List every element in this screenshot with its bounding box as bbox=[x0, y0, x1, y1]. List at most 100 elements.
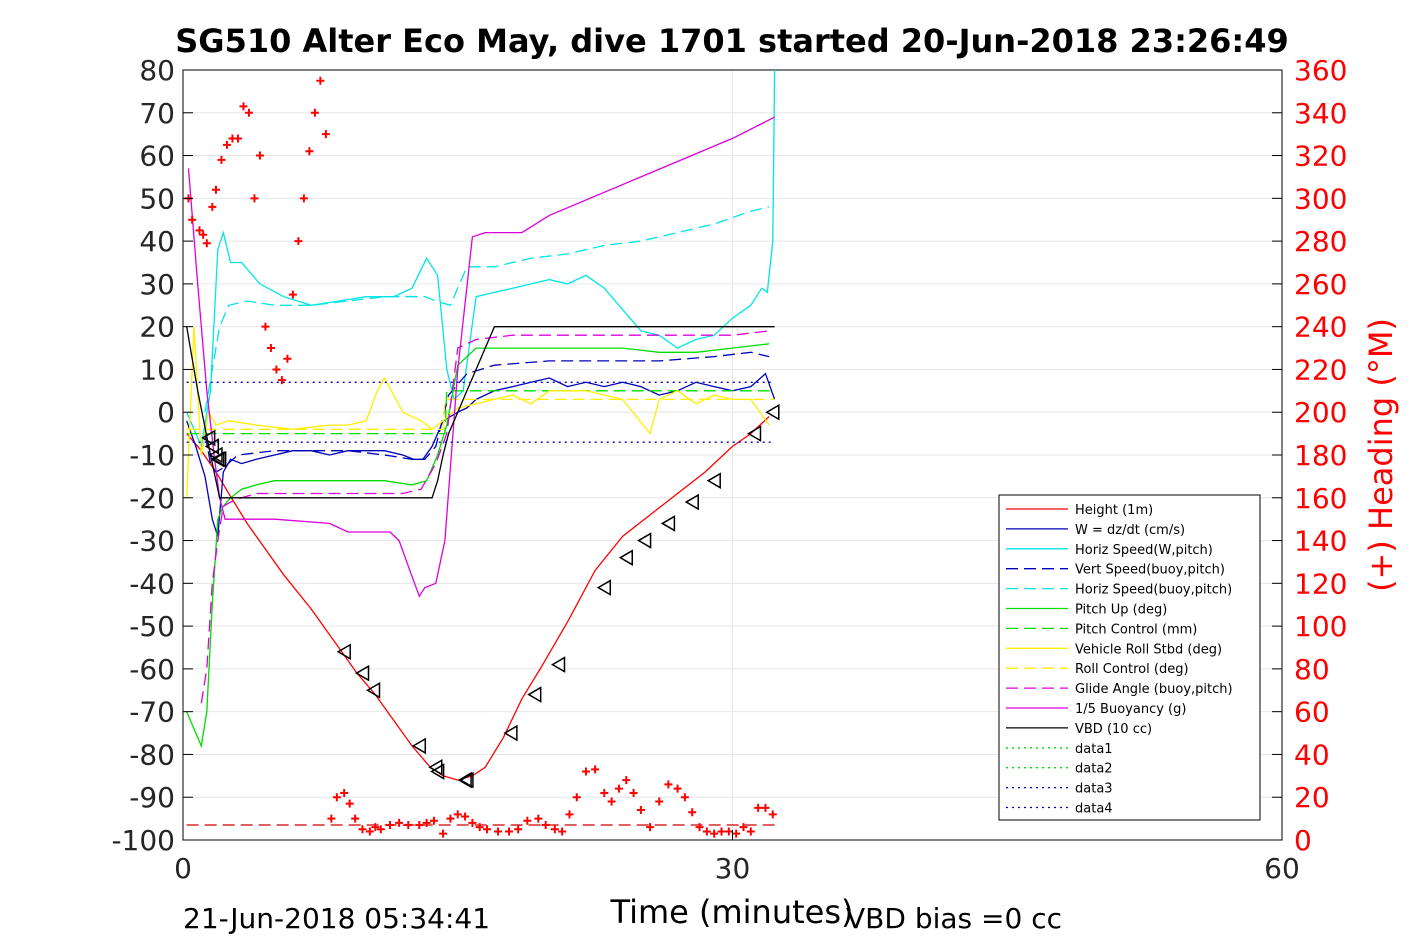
legend-label: Pitch Control (mm) bbox=[1075, 622, 1197, 637]
heading-point bbox=[754, 803, 763, 812]
heading-point bbox=[288, 290, 297, 299]
heading-point bbox=[371, 823, 380, 832]
legend-label: Vert Speed(buoy,pitch) bbox=[1075, 563, 1225, 578]
vbd-marker bbox=[596, 579, 612, 596]
heading-point bbox=[702, 827, 711, 836]
heading-point bbox=[332, 793, 341, 802]
y-tick-label: 0 bbox=[157, 396, 175, 429]
heading-point bbox=[475, 823, 484, 832]
y2-tick-label: 40 bbox=[1294, 738, 1330, 771]
y-tick-label: 10 bbox=[139, 353, 175, 386]
vbd-marker bbox=[765, 403, 780, 421]
y-tick-label: 60 bbox=[139, 140, 175, 173]
vbd-marker bbox=[637, 532, 652, 549]
heading-point bbox=[646, 823, 655, 832]
y2-tick-label: 320 bbox=[1294, 140, 1347, 173]
y2-tick-label: 180 bbox=[1294, 439, 1347, 472]
series-line-1-5-buoyancy-g bbox=[187, 116, 775, 598]
heading-point bbox=[415, 821, 424, 830]
heading-point bbox=[199, 230, 208, 239]
heading-point bbox=[422, 818, 431, 827]
heading-point bbox=[688, 808, 697, 817]
y2-tick-label: 260 bbox=[1294, 268, 1347, 301]
x-tick-label: 30 bbox=[715, 852, 751, 885]
heading-point bbox=[494, 827, 503, 836]
series-line-horiz-speed-buoy-pitch bbox=[204, 206, 770, 413]
heading-point bbox=[600, 788, 609, 797]
chart-title: SG510 Alter Eco May, dive 1701 started 2… bbox=[175, 22, 1288, 60]
heading-point bbox=[294, 237, 303, 246]
heading-point bbox=[468, 818, 477, 827]
heading-point bbox=[439, 829, 448, 838]
y2-tick-label: 280 bbox=[1294, 225, 1347, 258]
heading-point bbox=[310, 108, 319, 117]
legend-label: data4 bbox=[1075, 802, 1113, 817]
vbd-marker bbox=[503, 724, 518, 742]
heading-point bbox=[591, 765, 600, 774]
heading-point bbox=[385, 821, 394, 830]
heading-point bbox=[673, 784, 682, 793]
legend-label: VBD (10 cc) bbox=[1075, 722, 1152, 737]
vbd-marker bbox=[706, 472, 721, 489]
heading-point bbox=[327, 814, 336, 823]
heading-point bbox=[429, 816, 438, 825]
heading-point bbox=[739, 823, 748, 832]
y-tick-label: -50 bbox=[129, 610, 175, 643]
y2-tick-label: 140 bbox=[1294, 525, 1347, 558]
heading-point bbox=[316, 76, 325, 85]
vbd-marker bbox=[210, 450, 225, 468]
y-tick-label: -40 bbox=[129, 567, 175, 600]
y-tick-label: -10 bbox=[129, 439, 175, 472]
heading-point bbox=[222, 140, 231, 149]
legend-label: Horiz Speed(W,pitch) bbox=[1075, 543, 1213, 558]
y-tick-label: 70 bbox=[139, 97, 175, 130]
legend-label: Roll Control (deg) bbox=[1075, 662, 1189, 677]
vbd-marker bbox=[551, 656, 566, 673]
heading-point bbox=[732, 829, 741, 838]
vbd-marker bbox=[411, 737, 427, 755]
heading-point bbox=[636, 806, 645, 815]
series-line-horiz-speed-w-pitch bbox=[186, 69, 776, 449]
heading-point bbox=[321, 130, 330, 139]
vbd-marker bbox=[355, 664, 370, 682]
y-tick-label: 20 bbox=[139, 311, 175, 344]
y-tick-label: -60 bbox=[129, 653, 175, 686]
heading-point bbox=[558, 827, 567, 836]
heading-point bbox=[446, 814, 455, 823]
heading-point bbox=[351, 814, 360, 823]
y2-tick-label: 60 bbox=[1294, 696, 1330, 729]
heading-point bbox=[572, 793, 581, 802]
series-line-vert-speed-buoy-pitch bbox=[204, 351, 770, 473]
vbd-marker bbox=[684, 493, 699, 511]
heading-point bbox=[250, 194, 259, 203]
series-layer bbox=[186, 69, 776, 826]
vbd-marker bbox=[201, 429, 216, 447]
legend-label: W = dz/dt (cm/s) bbox=[1075, 523, 1185, 538]
y2-tick-label: 160 bbox=[1294, 482, 1347, 515]
heading-point bbox=[255, 151, 264, 160]
y-tick-label: 50 bbox=[139, 182, 175, 215]
series-line-glide-angle-buoy-pitch bbox=[200, 330, 770, 704]
footer-timestamp: 21-Jun-2018 05:34:41 bbox=[183, 902, 490, 935]
y2-tick-label: 220 bbox=[1294, 353, 1347, 386]
x-tick-label: 60 bbox=[1264, 852, 1300, 885]
heading-point bbox=[695, 823, 704, 832]
right-y-axis-label: (+) Heading (°M) bbox=[1362, 318, 1400, 592]
heading-point bbox=[614, 784, 623, 793]
heading-point bbox=[404, 821, 413, 830]
heading-point bbox=[340, 788, 349, 797]
legend-items: Height (1m) W = dz/dt (cm/s) Horiz Speed(W… bbox=[1006, 503, 1233, 817]
y2-tick-label: 300 bbox=[1294, 182, 1347, 215]
heading-point bbox=[655, 797, 664, 806]
heading-point bbox=[188, 215, 197, 224]
vbd-marker bbox=[618, 549, 634, 566]
heading-point bbox=[272, 365, 281, 374]
heading-point bbox=[277, 376, 286, 385]
left-y-axis: 80 70 60 50 40 30 20 10 0 -10 -20 -30 -40 -50 -60 -70 -8… bbox=[111, 54, 193, 857]
y-tick-label: -80 bbox=[129, 738, 175, 771]
y2-tick-label: 20 bbox=[1294, 781, 1330, 814]
heading-point bbox=[680, 793, 689, 802]
y-tick-label: -100 bbox=[111, 824, 175, 857]
y2-tick-label: 360 bbox=[1294, 54, 1347, 87]
